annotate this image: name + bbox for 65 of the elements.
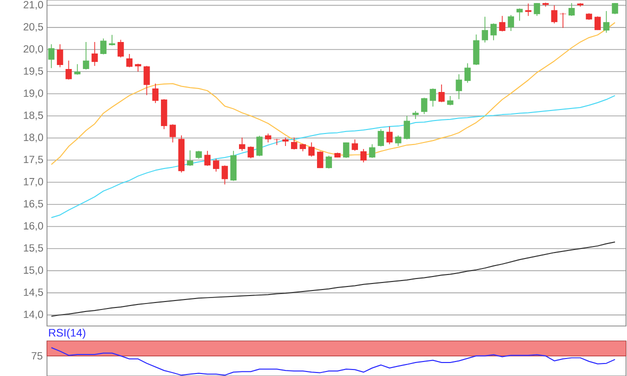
candlestick [525,3,532,16]
candlestick [560,12,566,28]
candlestick [152,83,159,104]
candlestick [386,126,393,145]
candlestick [369,144,376,158]
y-tick-label: 18,0 [24,134,44,142]
y-tick-label: 17,5 [24,156,44,164]
candlestick [534,2,540,16]
candlestick [212,158,220,172]
candlestick [144,66,150,96]
candlestick [568,2,575,16]
candlestick [222,165,228,185]
y-tick-label: 19,0 [24,89,44,98]
y-tick-label: 19,5 [24,67,44,76]
candlestick [456,74,462,100]
candlestick [343,142,350,158]
y-tick-label: 15,0 [24,266,44,276]
candlestick [56,44,64,68]
text: 75 [32,352,42,360]
candlestick [612,2,618,15]
candlestick [204,150,211,166]
y-tick-label: 16,0 [24,222,44,231]
candlestick [238,137,246,152]
y-tick-label: 21,0 [24,0,44,10]
candlestick [92,42,98,66]
candlestick [48,44,54,69]
candlestick [551,4,558,24]
y-tick-label: 18,5 [24,112,44,120]
y-tick-label: 14,0 [24,310,44,320]
candlestick [118,39,124,58]
candlestick [126,54,133,68]
candlestick [430,88,436,107]
candlestick [482,16,488,43]
y-tick-label: 16,5 [24,200,44,209]
y-tick-label: 14,5 [24,288,44,298]
candlestick [499,16,506,32]
candlestick [464,62,471,84]
candlestick [490,23,497,41]
candlestick [438,84,445,103]
candlestick [360,148,367,163]
candlestick [603,10,610,34]
candlestick [516,8,523,22]
candlestick [170,124,176,143]
candlestick [100,38,106,55]
series-label: RSI(14) [49,328,86,339]
candlestick [291,137,298,150]
candlestick [508,14,514,32]
candlestick [66,60,72,80]
candlestick [352,138,358,152]
y-tick-label: 17,0 [24,178,44,187]
candlestick [404,115,410,140]
candlestick [326,155,332,169]
candlestick [256,135,263,157]
candlestick [395,134,402,146]
candlestick [308,142,315,157]
y-tick-label: 20,0 [24,45,44,54]
candlestick [378,128,384,147]
candlestick [186,150,194,166]
y-tick-label: 20,5 [24,23,44,32]
candlestick [82,42,90,70]
candlestick [421,97,428,115]
y-tick-label: 15,5 [24,244,44,253]
candlestick [447,96,454,106]
candlestick [248,146,254,159]
candlestick [594,16,601,30]
